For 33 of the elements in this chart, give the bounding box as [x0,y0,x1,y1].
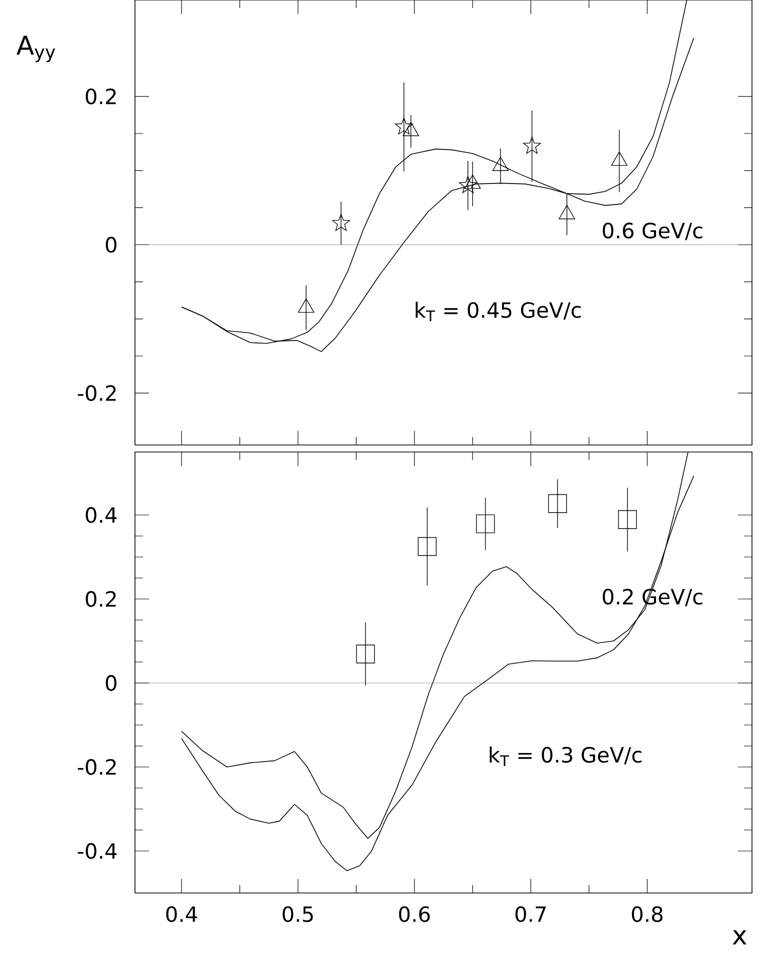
x-tick-label: 0.6 [399,906,430,922]
y-tick-label: 0.2 [86,591,116,607]
y-tick-label: 0 [106,236,116,253]
point [356,644,375,664]
point [459,176,477,194]
point [418,537,437,556]
annotation: k$_{T}$ = 0.3 GeV/c [490,746,642,766]
y-tick-label: -0.4 [78,843,117,859]
point [402,122,420,136]
point [618,510,637,529]
point [558,204,576,220]
point [395,117,413,134]
annotation: 0.6 GeV/c [602,222,702,240]
y-tick-label: -0.2 [78,385,116,402]
point [492,156,509,171]
point [523,136,541,154]
point [298,298,314,313]
y-tick-label: 0.4 [86,507,117,523]
point [476,514,495,534]
point [611,152,628,166]
x-axis-title: x [732,930,746,944]
x-tick-label: 0.7 [515,906,546,922]
y-tick-label: 0 [106,675,116,691]
x-tick-label: 0.5 [282,906,313,922]
y-tick-label: -0.2 [78,759,116,775]
x-tick-label: 0.8 [632,906,662,922]
point [548,494,567,514]
annotation: k$_{T}$ = 0.45 GeV/c [416,302,581,322]
y-axis-title: A$_{yy}$ [16,36,56,62]
x-tick-label: 0.4 [166,906,198,922]
point [464,174,481,189]
point [332,214,350,231]
y-tick-label: 0.2 [86,88,116,104]
